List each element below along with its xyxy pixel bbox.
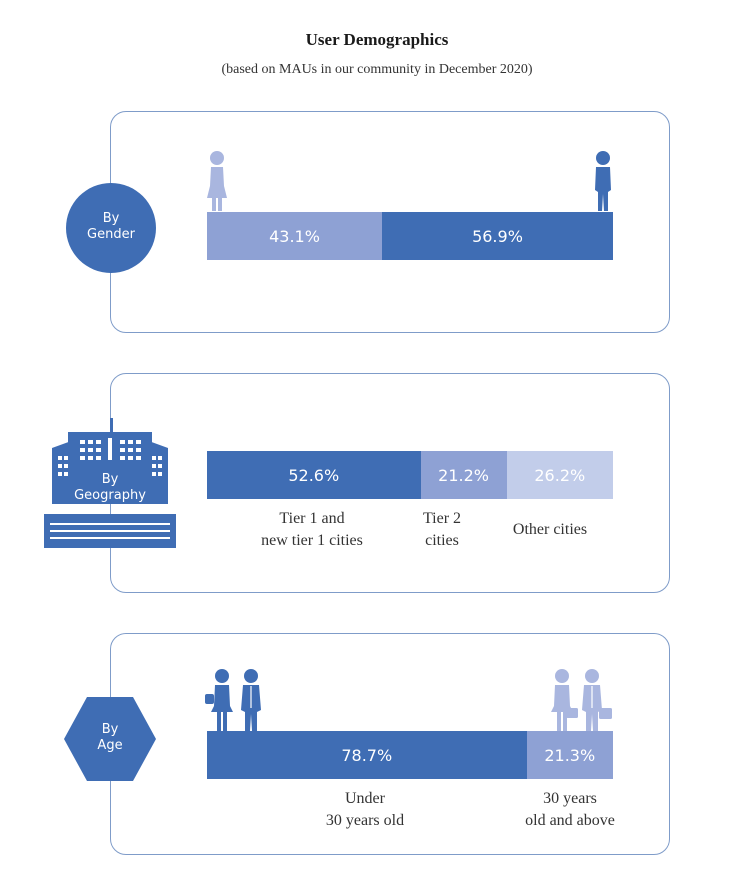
chart-subtitle: (based on MAUs in our community in Decem… — [221, 62, 533, 77]
building-icon — [44, 418, 176, 548]
older-people-icon — [551, 669, 612, 731]
geography-segment-other: 26.2% — [506, 451, 613, 499]
age-category-under-30: Under 30 years old — [325, 790, 405, 829]
geography-category-tier2: Tier 2 cities — [422, 510, 462, 549]
circle-badge — [66, 183, 156, 273]
age-segment-under-30: 78.7% — [207, 731, 527, 779]
age-badge-label: By Age — [97, 722, 123, 753]
gender-segment-female: 43.1% — [207, 212, 382, 260]
age-segment-30-plus: 21.3% — [526, 731, 613, 779]
geography-category-other: Other cities — [512, 521, 588, 538]
geography-segment-tier1: 52.6% — [207, 451, 421, 499]
young-people-icon — [205, 669, 261, 731]
female-icon — [207, 151, 227, 211]
age-category-30-plus: 30 years old and above — [525, 790, 615, 829]
male-icon — [595, 151, 611, 211]
chart-title: User Demographics — [305, 30, 449, 49]
age-bar: 78.7% 21.3% — [207, 731, 613, 779]
geography-bar: 52.6% 21.2% 26.2% — [207, 451, 613, 499]
hexagon-badge — [64, 697, 156, 781]
geography-badge-label: By Geography — [74, 472, 146, 503]
geography-segment-tier2: 21.2% — [420, 451, 507, 499]
gender-bar: 43.1% 56.9% — [207, 212, 613, 260]
geography-category-tier1: Tier 1 and new tier 1 cities — [261, 510, 363, 549]
gender-badge-label: By Gender — [87, 211, 135, 242]
gender-segment-male: 56.9% — [381, 212, 613, 260]
